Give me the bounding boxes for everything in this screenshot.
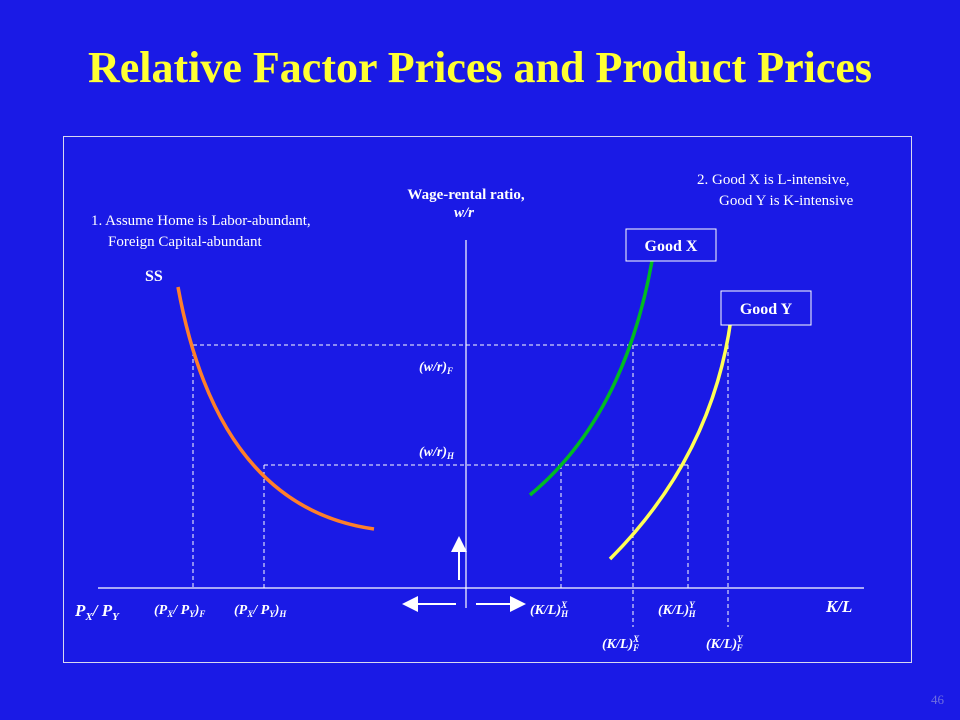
wr-home-label: (w/r)H bbox=[419, 445, 455, 461]
diagram-panel: Wage-rental ratio, w/r 1. Assume Home is… bbox=[63, 136, 912, 663]
note-2-line-2: Good Y is K-intensive bbox=[719, 193, 854, 209]
wr-foreign-label: (w/r)F bbox=[419, 360, 453, 376]
note-1-line-1: 1. Assume Home is Labor-abundant, bbox=[91, 213, 311, 229]
good-y-label: Good Y bbox=[740, 301, 793, 318]
ss-label: SS bbox=[145, 268, 163, 285]
ss-curve bbox=[176, 286, 375, 531]
slide-title: Relative Factor Prices and Product Price… bbox=[87, 43, 873, 92]
good-x-label: Good X bbox=[645, 238, 698, 255]
good-y-label-box bbox=[720, 290, 812, 326]
note-1-line-2: Foreign Capital-abundant bbox=[108, 234, 263, 250]
kl-axis-label: K/L bbox=[825, 597, 852, 616]
wage-rental-label: Wage-rental ratio, bbox=[407, 187, 524, 203]
px-py-home-tick: (PX/ PY)H bbox=[234, 603, 287, 619]
px-py-axis-label: PX/ PY bbox=[74, 601, 120, 623]
factor-price-diagram: Wage-rental ratio, w/r 1. Assume Home is… bbox=[74, 172, 864, 653]
px-py-foreign-tick: (PX/ PY)F bbox=[154, 603, 205, 619]
kl-y-home-tick: (K/L)Y H bbox=[658, 600, 697, 619]
slide-number: 46 bbox=[931, 692, 944, 707]
note-2-line-1: 2. Good X is L-intensive, bbox=[697, 172, 849, 188]
kl-x-home-tick: (K/L)X H bbox=[530, 600, 569, 619]
kl-y-foreign-tick: (K/L)Y F bbox=[706, 634, 744, 653]
good-x-label-box bbox=[625, 228, 717, 262]
good-y-curve bbox=[608, 318, 733, 561]
good-x-curve bbox=[528, 260, 654, 497]
kl-x-foreign-tick: (K/L)X F bbox=[602, 634, 640, 653]
wage-rental-symbol: w/r bbox=[454, 205, 474, 221]
guide-lines bbox=[192, 344, 729, 627]
